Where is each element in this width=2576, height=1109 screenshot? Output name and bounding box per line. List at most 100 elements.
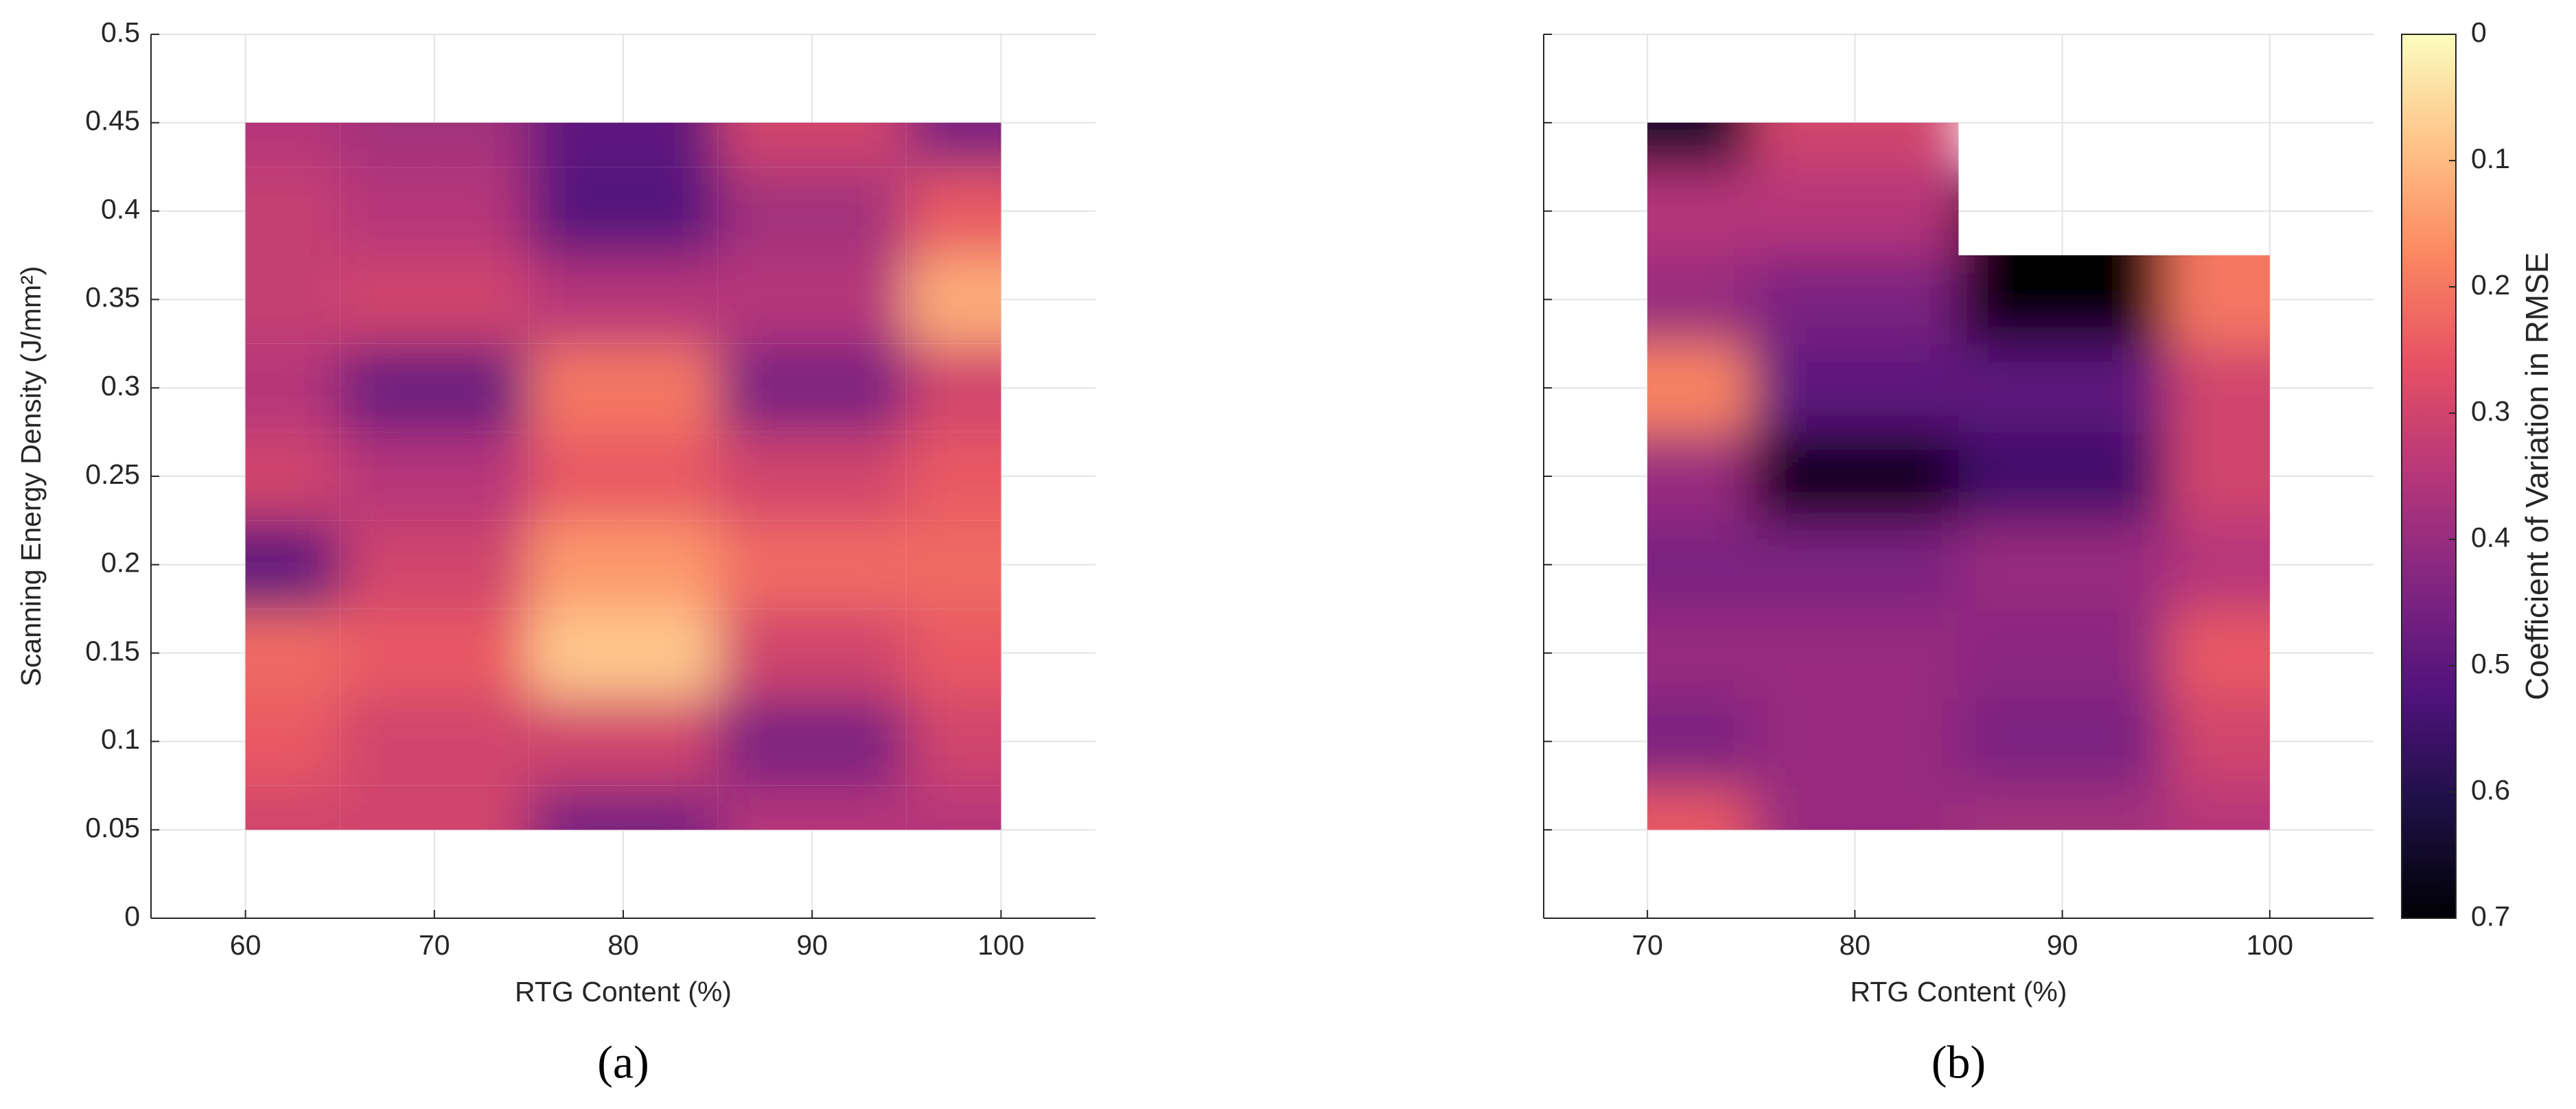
heat-cell xyxy=(717,785,907,830)
heatmap-surface xyxy=(1647,122,2270,830)
colorbar-tick-label: 0.3 xyxy=(2471,395,2510,427)
heat-cell xyxy=(906,785,1001,830)
colorbar-tick-label: 0.4 xyxy=(2471,522,2510,553)
heat-cell xyxy=(245,432,341,522)
heat-cell xyxy=(2166,343,2270,433)
heat-cell xyxy=(2166,432,2270,522)
heat-cell xyxy=(1751,343,1960,433)
y-tick-label: 0.5 xyxy=(101,16,140,48)
heat-cell xyxy=(340,432,530,522)
y-tick-label: 0.1 xyxy=(101,723,140,755)
heat-cell xyxy=(340,609,530,698)
colorbar-tick-label: 0.7 xyxy=(2471,900,2510,932)
y-tick-label: 0.2 xyxy=(101,547,140,579)
heat-cell xyxy=(529,167,719,256)
heat-cell xyxy=(1958,520,2167,610)
x-tick-label: 100 xyxy=(977,929,1024,961)
y-axis-label: Scanning Energy Density (J/mm²) xyxy=(15,266,47,687)
colorbar-label: Coefficient of Variation in RMSE xyxy=(2519,253,2555,701)
heat-cell xyxy=(1751,255,1960,345)
colorbar-tick-label: 0.5 xyxy=(2471,648,2510,679)
heat-cell xyxy=(2166,785,2270,830)
heat-cell xyxy=(1751,785,1960,830)
y-tick-label: 0 xyxy=(124,900,140,932)
heat-cell xyxy=(717,343,907,433)
heat-cell xyxy=(245,609,341,698)
colorbar-tick-label: 0.1 xyxy=(2471,143,2510,174)
heat-cell xyxy=(245,785,341,830)
heat-cell xyxy=(1647,520,1752,610)
heat-cell xyxy=(717,520,907,610)
heat-cell xyxy=(1751,167,1960,256)
x-tick-label: 90 xyxy=(796,929,828,961)
heat-cell xyxy=(2166,697,2270,786)
y-tick-label: 0.3 xyxy=(101,370,140,401)
heat-cell xyxy=(1751,697,1960,786)
y-tick-label: 0.15 xyxy=(85,635,140,666)
heatmap xyxy=(1647,122,2270,830)
heat-cell xyxy=(717,609,907,698)
heat-cell xyxy=(1751,432,1960,522)
x-tick-label: 70 xyxy=(419,929,450,961)
heat-cell xyxy=(906,122,1001,168)
x-tick-label: 80 xyxy=(607,929,639,961)
heat-cell xyxy=(1751,609,1960,698)
heat-cell xyxy=(245,167,341,256)
heat-cell xyxy=(245,122,341,168)
heat-cell xyxy=(1958,432,2167,522)
heatmap-surface xyxy=(245,122,1001,830)
heat-cell xyxy=(340,697,530,786)
heat-cell xyxy=(1958,343,2167,433)
heat-cell xyxy=(340,520,530,610)
heat-cell xyxy=(529,609,719,698)
heat-cell xyxy=(340,167,530,256)
heat-cell xyxy=(1647,609,1752,698)
heat-cell xyxy=(529,122,719,168)
heat-cell xyxy=(1958,697,2167,786)
heat-cell xyxy=(717,432,907,522)
heat-cell xyxy=(906,432,1001,522)
heat-cell xyxy=(1647,167,1752,256)
heat-cell xyxy=(1647,432,1752,522)
heat-cell xyxy=(340,122,530,168)
heat-cell xyxy=(529,520,719,610)
heat-cell xyxy=(906,167,1001,256)
y-tick-label: 0.25 xyxy=(85,458,140,490)
x-tick-label: 70 xyxy=(1632,929,1663,961)
heat-cell xyxy=(717,697,907,786)
heat-cell xyxy=(340,785,530,830)
x-tick-label: 80 xyxy=(1840,929,1871,961)
heat-cell xyxy=(529,255,719,345)
heat-cell xyxy=(245,520,341,610)
x-axis-label: RTG Content (%) xyxy=(515,976,732,1007)
heat-cell xyxy=(2166,609,2270,698)
heat-cell xyxy=(1647,785,1752,830)
heat-cell xyxy=(717,122,907,168)
heat-cell xyxy=(906,609,1001,698)
heat-cell xyxy=(906,255,1001,345)
heat-cell xyxy=(1647,697,1752,786)
heat-cell xyxy=(245,255,341,345)
heat-cell xyxy=(1751,122,1960,168)
x-tick-label: 60 xyxy=(230,929,262,961)
x-tick-label: 90 xyxy=(2047,929,2078,961)
heat-cell xyxy=(245,697,341,786)
heat-cell xyxy=(529,432,719,522)
heat-cell xyxy=(906,343,1001,433)
colorbar-tick-label: 0.6 xyxy=(2471,774,2510,806)
heat-cell xyxy=(2166,520,2270,610)
heat-cell xyxy=(717,167,907,256)
heat-cell xyxy=(245,343,341,433)
heat-cell xyxy=(529,697,719,786)
heat-cell xyxy=(529,343,719,433)
heat-cell xyxy=(1958,609,2167,698)
colorbar xyxy=(2401,34,2457,919)
heat-cell xyxy=(906,520,1001,610)
x-axis-label: RTG Content (%) xyxy=(1850,976,2067,1007)
heat-cell xyxy=(340,343,530,433)
y-tick-label: 0.05 xyxy=(85,812,140,843)
heat-cell xyxy=(1958,785,2167,830)
heat-cell xyxy=(1647,122,1752,168)
x-tick-label: 100 xyxy=(2247,929,2293,961)
heat-cell xyxy=(2166,173,2270,345)
